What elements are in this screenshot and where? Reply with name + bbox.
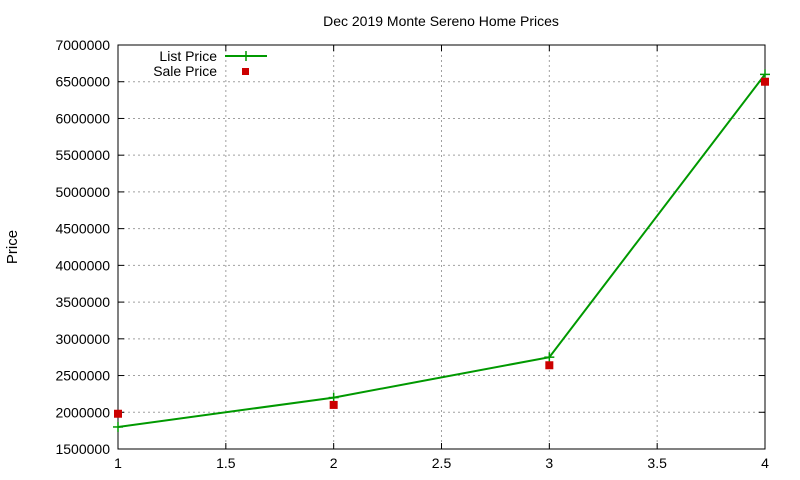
y-tick-label: 6000000 [55, 110, 110, 126]
y-tick-label: 3000000 [55, 331, 110, 347]
x-tick-label: 3 [545, 455, 553, 471]
list-price-point [328, 392, 339, 403]
tick-layer [117, 44, 766, 450]
list-price-point [760, 69, 770, 80]
x-tick-labels: 1 1.5 2 2.5 3 3.5 4 [114, 455, 769, 471]
legend-label-list-price: List Price [159, 48, 217, 64]
y-tick-label: 6500000 [55, 74, 110, 90]
series-layer [113, 69, 770, 432]
x-tick-label: 2.5 [432, 455, 452, 471]
legend-plus-marker [241, 51, 251, 61]
y-tick-label: 5500000 [55, 147, 110, 163]
sale-price-point [329, 400, 338, 409]
sale-price-point [761, 77, 769, 86]
y-tick-label: 2500000 [55, 368, 110, 384]
legend-label-sale-price: Sale Price [153, 63, 217, 79]
y-tick-label: 2000000 [55, 404, 110, 420]
sale-price-point [114, 409, 122, 418]
y-axis-label: Price [4, 230, 21, 264]
list-price-point [113, 421, 123, 432]
y-tick-label: 5000000 [55, 184, 110, 200]
list-price-point [544, 352, 555, 363]
y-tick-label: 4500000 [55, 221, 110, 237]
y-tick-label: 7000000 [55, 37, 110, 53]
legend-marker-list-price [241, 51, 251, 61]
x-tick-label: 3.5 [647, 455, 667, 471]
legend-marker-sale-price [242, 68, 249, 75]
series-line-list-price [117, 73, 766, 428]
x-tick-label: 1 [114, 455, 122, 471]
x-tick-label: 2 [330, 455, 338, 471]
y-tick-label: 3500000 [55, 294, 110, 310]
sale-price-point [545, 361, 554, 370]
y-tick-label: 4000000 [55, 257, 110, 273]
grid-layer [118, 45, 765, 449]
x-tick-label: 1.5 [216, 455, 236, 471]
legend: List Price Sale Price [153, 48, 267, 79]
chart-title: Dec 2019 Monte Sereno Home Prices [323, 13, 559, 29]
x-tick-label: 4 [761, 455, 769, 471]
y-tick-labels: 1500000 2000000 2500000 3000000 3500000 40000… [55, 37, 110, 457]
y-tick-label: 1500000 [55, 441, 110, 457]
